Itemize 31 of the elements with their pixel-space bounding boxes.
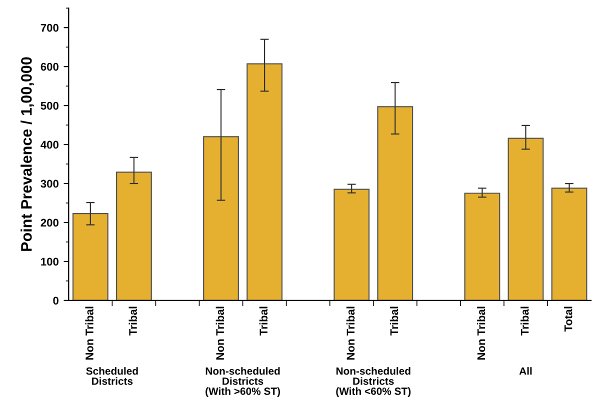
y-tick-label: 300 [40, 180, 58, 188]
bar [203, 136, 239, 300]
x-tick-label: Total [564, 306, 572, 332]
bar [116, 172, 152, 300]
y-tick-label: 200 [40, 218, 58, 227]
y-tick-label: 0 [53, 296, 58, 305]
x-tick-label: Non Tribal [346, 306, 355, 360]
bar [551, 188, 588, 300]
text: Scheduled Districts [86, 367, 138, 385]
y-tick-label: 600 [40, 62, 58, 71]
bar [464, 192, 500, 300]
bar [72, 212, 108, 300]
x-tick-label: Non Tribal [216, 306, 224, 360]
text: Non-scheduled Districts (With >60% ST) [206, 367, 280, 397]
x-tick-label: Non Tribal [477, 306, 486, 360]
y-tick-label: 400 [40, 140, 58, 149]
bar [334, 188, 370, 300]
y-tick-label: 100 [41, 258, 58, 266]
x-tick-label: Tribal [128, 306, 137, 336]
x-tick-label: Non Tribal [85, 306, 94, 360]
bar [508, 138, 544, 300]
x-tick-label: Tribal [259, 306, 268, 336]
bar [377, 106, 414, 300]
bar [246, 63, 283, 300]
x-tick-label: Tribal [520, 306, 529, 336]
y-axis-title: Point Prevalence / 1,00,000 [20, 57, 34, 251]
y-tick-label: 500 [40, 102, 58, 110]
y-tick-label: 700 [40, 24, 58, 32]
text: All [519, 367, 532, 375]
x-tick-label: Tribal [390, 306, 398, 336]
text: Non-scheduled Districts (With <60% ST) [336, 367, 411, 397]
